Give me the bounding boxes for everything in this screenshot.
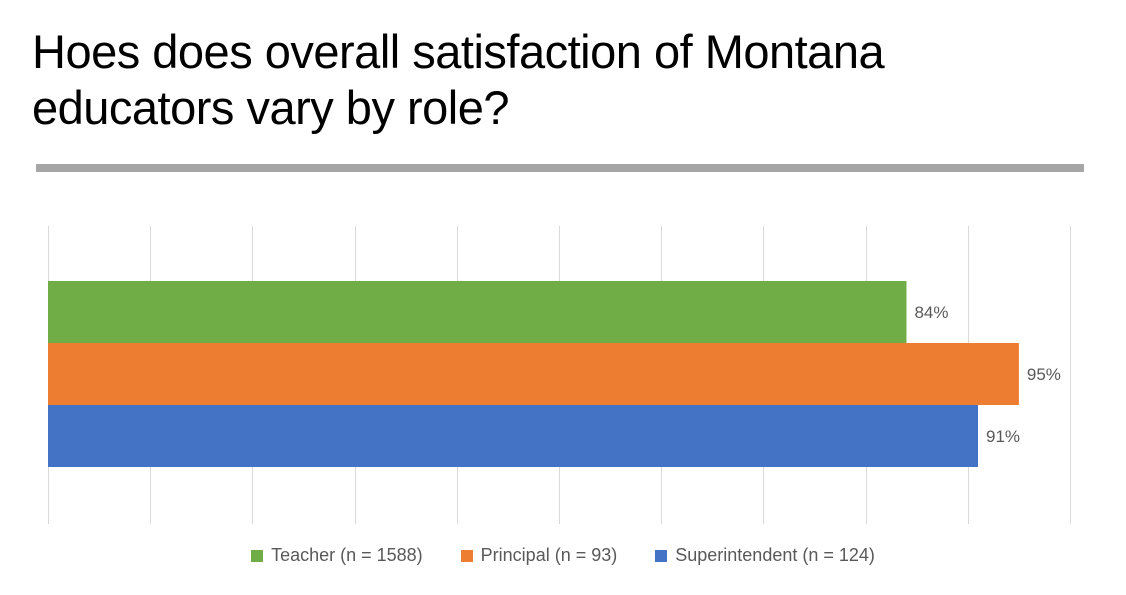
data-label-teacher: 84% <box>914 303 948 322</box>
data-label-principal: 95% <box>1027 365 1061 384</box>
title-divider <box>36 164 1084 172</box>
data-labels: 84% 95% 91% <box>914 303 1060 446</box>
legend-label: Teacher (n = 1588) <box>271 545 423 565</box>
page-title: Hoes does overall satisfaction of Montan… <box>32 25 885 134</box>
legend-item-teacher: Teacher (n = 1588) <box>251 545 423 566</box>
legend-label: Superintendent (n = 124) <box>675 545 875 565</box>
legend-swatch <box>251 549 264 562</box>
bar-principal <box>48 343 1019 405</box>
bar-superintendent <box>48 405 979 467</box>
bars <box>48 281 1019 467</box>
legend-swatch <box>460 549 473 562</box>
legend-label: Principal (n = 93) <box>480 545 618 565</box>
legend-item-principal: Principal (n = 93) <box>460 545 618 566</box>
legend-swatch <box>655 549 668 562</box>
bar-teacher <box>48 281 907 343</box>
data-label-superintendent: 91% <box>986 427 1020 446</box>
chart-legend: Teacher (n = 1588) Principal (n = 93) Supe… <box>0 545 1126 566</box>
legend-item-superintendent: Superintendent (n = 124) <box>655 545 875 566</box>
